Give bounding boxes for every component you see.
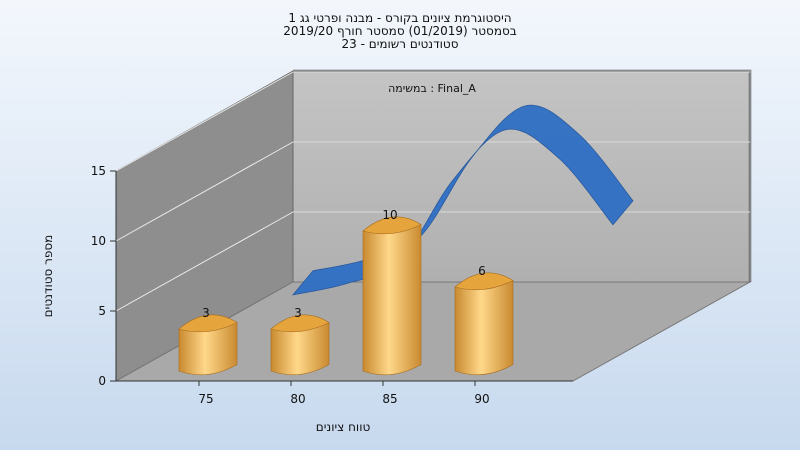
left-wall-gridline [115, 141, 294, 242]
x-tick-label: 90 [474, 392, 489, 406]
x-tick-label: 85 [382, 392, 397, 406]
data-label: 10 [382, 208, 397, 222]
bar-body [178, 322, 238, 376]
y-tick-label: 15 [91, 164, 106, 178]
y-tick-label: 0 [98, 374, 106, 388]
bar-80 [270, 314, 330, 376]
axis-ticks: 0 5 10 15 75 80 85 90 [91, 164, 573, 406]
bar-top [454, 272, 514, 291]
x-tick-label: 75 [198, 392, 213, 406]
title-line-1: היסטוגרמת ציונים בקורס - מבנה ופרטי גג 1 [288, 11, 511, 25]
bar-body [454, 280, 514, 376]
chart-title: היסטוגרמת ציונים בקורס - מבנה ופרטי גג 1… [283, 11, 516, 51]
bar-90 [454, 272, 514, 376]
x-axis-label: טווח ציונים [316, 420, 371, 434]
bar-body [270, 322, 330, 376]
back-wall [292, 70, 751, 283]
left-wall-gridline [115, 71, 294, 172]
bar-top [178, 314, 238, 333]
bar-top [362, 216, 422, 235]
gridlines [115, 71, 750, 312]
bar-body [362, 224, 422, 376]
title-line-3: סטודנטים רשומים - 23 [341, 37, 458, 51]
y-tick-label: 10 [91, 234, 106, 248]
data-label: 3 [294, 306, 302, 320]
x-tick-label: 80 [290, 392, 305, 406]
y-tick-label: 5 [98, 304, 106, 318]
series-label: במשימה : Final_A [388, 82, 476, 95]
title-line-2: בסמסטר (01/2019) סמסטר חורף 2019/20 [283, 24, 516, 38]
data-label: 6 [478, 264, 486, 278]
bar-85 [362, 216, 422, 376]
bar-top [270, 314, 330, 333]
bars: 3 3 10 6 [178, 208, 514, 376]
left-wall-gridline [115, 211, 294, 312]
data-label: 3 [202, 306, 210, 320]
bar-75 [178, 314, 238, 376]
y-axis-label: מספר סטודנטים [41, 235, 55, 318]
